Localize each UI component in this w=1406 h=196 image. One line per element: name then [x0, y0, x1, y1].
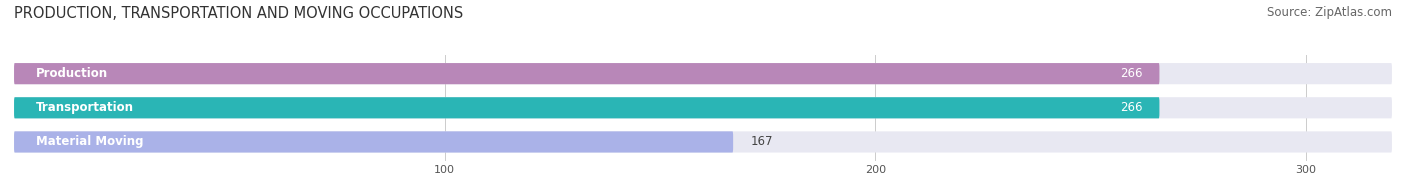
Text: Source: ZipAtlas.com: Source: ZipAtlas.com: [1267, 6, 1392, 19]
Text: 266: 266: [1119, 67, 1142, 80]
FancyBboxPatch shape: [14, 63, 1392, 84]
Text: 167: 167: [751, 135, 773, 148]
FancyBboxPatch shape: [14, 97, 1160, 118]
FancyBboxPatch shape: [14, 131, 1392, 152]
Text: 266: 266: [1119, 101, 1142, 114]
Text: PRODUCTION, TRANSPORTATION AND MOVING OCCUPATIONS: PRODUCTION, TRANSPORTATION AND MOVING OC…: [14, 6, 464, 21]
FancyBboxPatch shape: [14, 63, 1160, 84]
Text: Transportation: Transportation: [35, 101, 134, 114]
Text: Material Moving: Material Moving: [35, 135, 143, 148]
Text: Production: Production: [35, 67, 108, 80]
FancyBboxPatch shape: [14, 97, 1392, 118]
FancyBboxPatch shape: [14, 131, 733, 152]
